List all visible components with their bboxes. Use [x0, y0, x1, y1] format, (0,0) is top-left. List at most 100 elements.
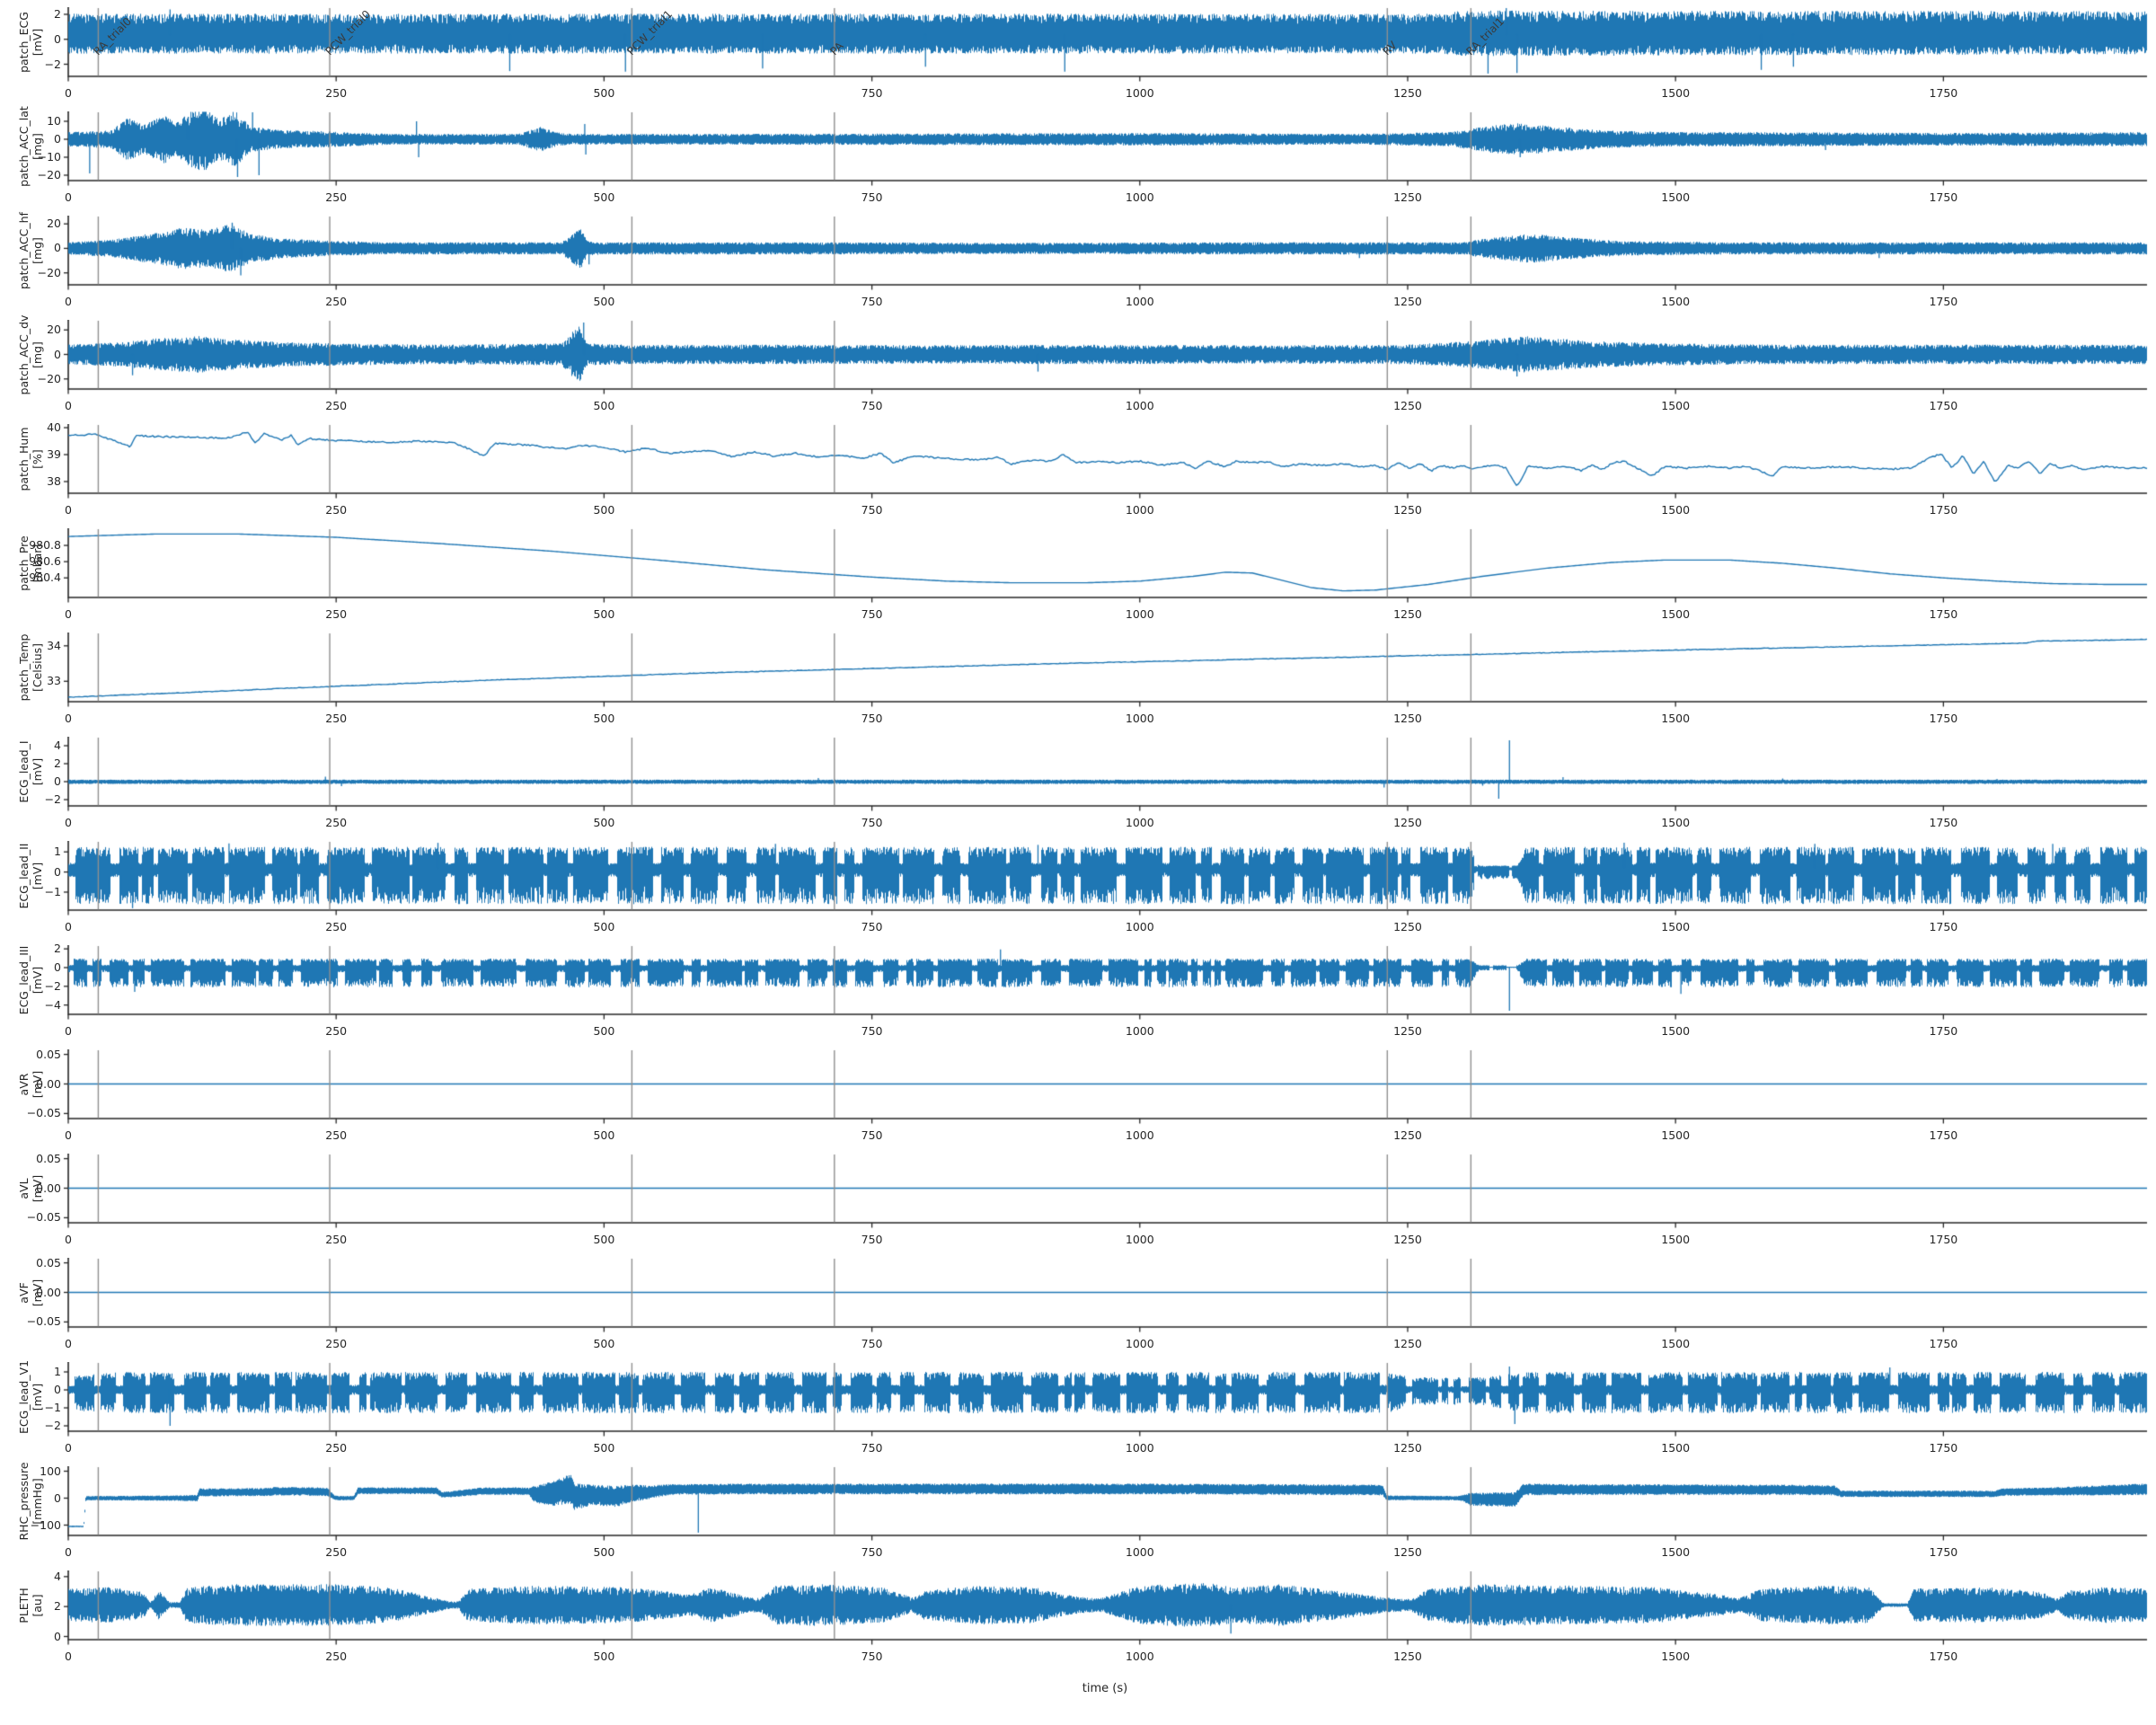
y-tick-label: −2 — [44, 792, 61, 806]
y-tick-label: 2 — [54, 942, 61, 956]
x-tick-label: 1500 — [1661, 1233, 1691, 1246]
y-tick-label: 0.00 — [36, 1076, 61, 1091]
x-tick-label: 1750 — [1929, 1233, 1958, 1246]
x-tick-label: 1250 — [1393, 1441, 1422, 1455]
x-tick-label: 1000 — [1125, 1128, 1154, 1142]
y-axis-label-ECG_lead_II: ECG_lead_II [mV] — [17, 843, 44, 909]
x-tick-label: 500 — [593, 816, 615, 829]
subplot-patch_Hum: patch_Hum [%] 38 39 40 0 250 500 750 1000 1250 150… — [0, 420, 2156, 528]
y-tick-label: 0 — [54, 241, 61, 255]
subplot-aVR: aVR [mV] −0.05 0.00 0.05 0 250 500 750 1000 1250 1… — [0, 1047, 2156, 1154]
x-tick-label: 250 — [325, 1233, 348, 1246]
x-tick-label: 1500 — [1661, 712, 1691, 725]
y-tick-label: 0.00 — [36, 1181, 61, 1195]
y-axis-label-ECG_lead_I: ECG_lead_I [mV] — [17, 740, 44, 803]
x-tick-label: 1500 — [1661, 816, 1691, 829]
x-tick-label: 1000 — [1125, 295, 1154, 308]
x-tick-label: 1000 — [1125, 712, 1154, 725]
subplot-patch_Pre: patch_Pre [mbar] 980.4 980.6 980.8 0 250 500 75… — [0, 528, 2156, 632]
x-tick-label: 250 — [325, 295, 348, 308]
x-tick-label: 1500 — [1661, 1650, 1691, 1663]
x-tick-label: 1500 — [1661, 1545, 1691, 1559]
x-tick-label: 750 — [861, 1441, 883, 1455]
y-tick-label: 0 — [54, 132, 61, 146]
x-tick-label: 1000 — [1125, 1337, 1154, 1350]
x-tick-label: 1000 — [1125, 190, 1154, 204]
y-axis-label-patch_Temp: patch_Temp [Celsius] — [17, 633, 44, 702]
waveform-canvas-aVF — [61, 1258, 2149, 1335]
x-tick-label: 500 — [593, 1441, 615, 1455]
x-tick-label: 1250 — [1393, 190, 1422, 204]
y-tick-label: 40 — [47, 420, 61, 434]
x-tick-label: 750 — [861, 712, 883, 725]
subplot-ECG_lead_III: ECG_lead_III [mV] −4 −2 0 2 0 250 500 750 1000 125… — [0, 942, 2156, 1049]
x-tick-label: 500 — [593, 1650, 615, 1663]
x-tick-label: 1000 — [1125, 1233, 1154, 1246]
x-tick-label: 1250 — [1393, 1024, 1422, 1038]
subplot-ECG_lead_I: ECG_lead_I [mV] −2 0 2 4 0 250 500 750 1000 1250 15… — [0, 737, 2156, 841]
x-tick-label: 0 — [65, 1545, 72, 1559]
y-tick-label: 0 — [54, 1383, 61, 1396]
y-tick-label: −0.05 — [26, 1210, 61, 1225]
y-axis-label-ECG_lead_V1: ECG_lead_V1 [mV] — [17, 1359, 44, 1435]
subplot-aVL: aVL [mV] −0.05 0.00 0.05 0 250 500 750 1000 1250 1… — [0, 1152, 2156, 1258]
x-tick-label: 1000 — [1125, 816, 1154, 829]
subplot-patch_ACC_dv: patch_ACC_dv [mg] −20 0 20 0 250 500 750 1000 125… — [0, 315, 2156, 424]
x-tick-label: 0 — [65, 816, 72, 829]
x-tick-label: 1500 — [1661, 190, 1691, 204]
x-tick-label: 250 — [325, 503, 348, 517]
x-tick-label: 0 — [65, 1337, 72, 1350]
x-tick-label: 250 — [325, 1545, 348, 1559]
y-tick-label: 34 — [47, 638, 61, 652]
x-tick-label: 1000 — [1125, 1024, 1154, 1038]
x-tick-label: 500 — [593, 1024, 615, 1038]
y-tick-label: 0 — [54, 864, 61, 879]
x-tick-label: 250 — [325, 1650, 348, 1663]
x-tick-label: 0 — [65, 712, 72, 725]
x-tick-label: 1750 — [1929, 920, 1958, 933]
x-tick-label: 1750 — [1929, 1441, 1958, 1455]
y-tick-label: 0.05 — [36, 1047, 61, 1061]
x-tick-label: 1750 — [1929, 295, 1958, 308]
x-tick-label: 750 — [861, 1128, 883, 1142]
x-tick-label: 250 — [325, 816, 348, 829]
x-tick-label: 1000 — [1125, 1441, 1154, 1455]
x-tick-label: 1500 — [1661, 1128, 1691, 1142]
y-tick-label: 100 — [40, 1464, 61, 1478]
x-tick-label: 1750 — [1929, 1128, 1958, 1142]
y-tick-label: −1 — [44, 884, 61, 898]
x-tick-label: 1500 — [1661, 399, 1691, 412]
x-tick-label: 1750 — [1929, 1545, 1958, 1559]
x-tick-label: 1000 — [1125, 399, 1154, 412]
y-tick-label: 2 — [54, 6, 61, 21]
y-tick-label: 0 — [54, 31, 61, 46]
x-tick-label: 1750 — [1929, 816, 1958, 829]
x-tick-label: 1500 — [1661, 1337, 1691, 1350]
y-tick-label: 38 — [47, 474, 61, 488]
waveform-canvas-aVR — [61, 1049, 2149, 1127]
subplot-PLETH: PLETH [au] 0 2 4 0 250 500 750 1000 1250 1500 1750 — [0, 1570, 2156, 1675]
x-tick-label: 1500 — [1661, 1441, 1691, 1455]
x-tick-label: 500 — [593, 503, 615, 517]
x-tick-label: 750 — [861, 295, 883, 308]
x-tick-label: 750 — [861, 86, 883, 100]
x-tick-label: 1750 — [1929, 190, 1958, 204]
x-tick-label: 1250 — [1393, 1650, 1422, 1663]
x-tick-label: 500 — [593, 1337, 615, 1350]
x-tick-label: 1500 — [1661, 1024, 1691, 1038]
x-tick-label: 750 — [861, 190, 883, 204]
x-tick-label: 0 — [65, 1128, 72, 1142]
x-tick-label: 1250 — [1393, 1545, 1422, 1559]
x-tick-label: 500 — [593, 295, 615, 308]
y-tick-label: 2 — [54, 756, 61, 770]
x-tick-label: 750 — [861, 607, 883, 621]
waveform-canvas-patch_ECG — [61, 7, 2149, 84]
subplot-ECG_lead_V1: ECG_lead_V1 [mV] −2 −1 0 1 0 250 500 750 1000 1250… — [0, 1359, 2156, 1466]
subplot-patch_ACC_hf: patch_ACC_hf [mg] −20 0 20 0 250 500 750 1000 125… — [0, 212, 2156, 320]
y-tick-label: 0 — [54, 774, 61, 788]
x-tick-label: 250 — [325, 920, 348, 933]
x-tick-label: 750 — [861, 920, 883, 933]
x-tick-label: 750 — [861, 1545, 883, 1559]
x-tick-label: 750 — [861, 816, 883, 829]
